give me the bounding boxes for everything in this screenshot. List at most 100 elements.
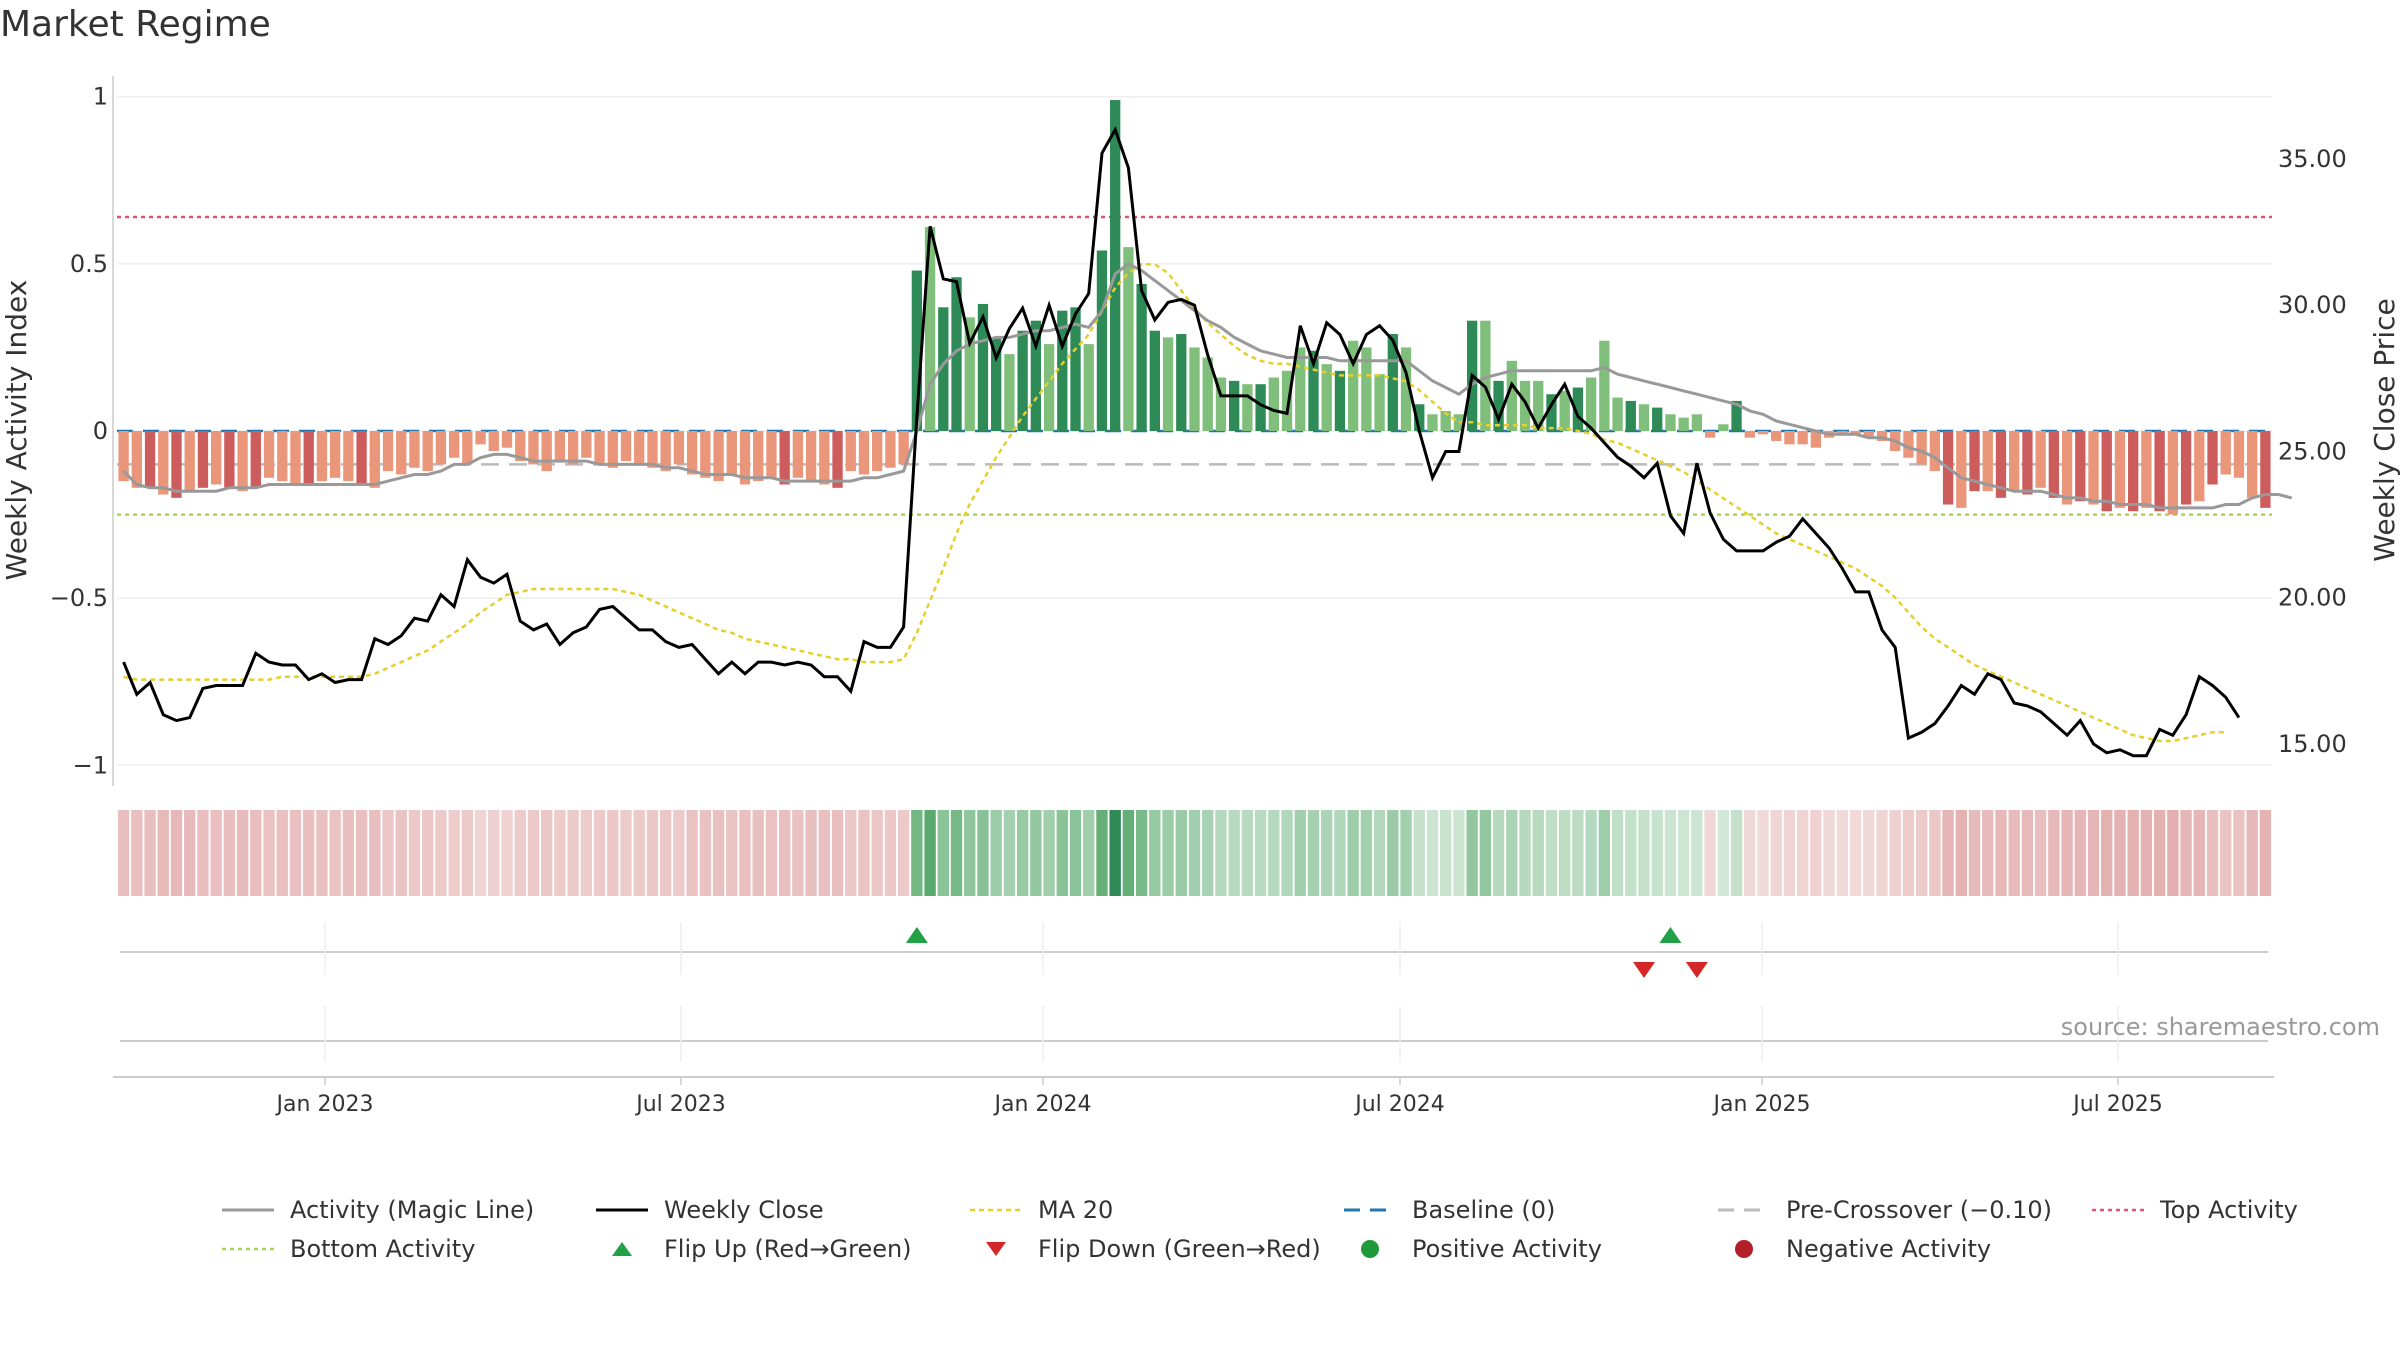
- heat-cell: [1717, 810, 1730, 896]
- heat-cell: [686, 810, 698, 896]
- activity-bar: [938, 307, 949, 431]
- activity-bar: [726, 431, 737, 475]
- activity-bar: [2061, 431, 2073, 505]
- activity-bar: [1215, 377, 1227, 431]
- activity-bar: [158, 431, 169, 495]
- activity-bar: [1308, 350, 1319, 431]
- activity-bar: [2048, 431, 2060, 498]
- heat-cell: [937, 810, 949, 896]
- activity-bar: [2207, 431, 2218, 485]
- heat-cell: [369, 810, 381, 896]
- heat-cell: [884, 810, 897, 896]
- heat-cell: [1995, 810, 2007, 896]
- activity-bar: [647, 431, 658, 468]
- heat-cell: [303, 810, 315, 896]
- heat-cell: [1598, 810, 1611, 896]
- heat-cell: [2021, 810, 2034, 896]
- heat-cell: [805, 810, 817, 896]
- activity-bar: [422, 431, 433, 472]
- activity-bar: [528, 431, 539, 465]
- activity-bar: [1585, 377, 1597, 431]
- heat-cell: [501, 810, 513, 896]
- heat-cell: [778, 810, 791, 896]
- heat-cell: [1558, 810, 1571, 896]
- activity-bar: [1678, 417, 1689, 431]
- heat-cell: [1466, 810, 1478, 896]
- activity-bar: [885, 431, 896, 468]
- activity-bar: [1533, 380, 1544, 431]
- y-left-tick-label: −0.5: [50, 584, 108, 612]
- activity-bar: [660, 431, 671, 472]
- heat-cell: [977, 810, 989, 896]
- activity-bar: [303, 431, 314, 485]
- heat-cell: [1757, 810, 1769, 896]
- heat-cell: [1942, 810, 1954, 896]
- heat-cell: [1638, 810, 1650, 896]
- heat-cell: [924, 810, 936, 896]
- ma20-line: [123, 263, 2226, 743]
- heat-cell: [1016, 810, 1029, 896]
- activity-bar: [2088, 431, 2099, 505]
- activity-bar: [686, 431, 698, 475]
- x-tick-label: Jul 2023: [634, 1092, 726, 1117]
- activity-bar: [382, 431, 394, 472]
- activity-bar: [1123, 247, 1134, 431]
- activity-bar: [1493, 380, 1504, 431]
- activity-bar: [1162, 337, 1174, 431]
- activity-bar: [2194, 431, 2205, 502]
- heat-cell: [514, 810, 526, 896]
- activity-bar: [1612, 397, 1623, 431]
- heat-cell: [1876, 810, 1888, 896]
- heat-cell: [1360, 810, 1373, 896]
- heat-cell: [1215, 810, 1227, 896]
- y-left-tick-label: 1: [93, 83, 108, 111]
- heat-cell: [739, 810, 751, 896]
- activity-bar: [1982, 431, 1993, 492]
- activity-bar: [713, 431, 724, 482]
- heat-cell: [289, 810, 302, 896]
- activity-bar: [1334, 370, 1346, 431]
- activity-bar: [634, 431, 645, 465]
- activity-bar: [911, 270, 923, 431]
- heat-cell: [845, 810, 857, 896]
- activity-bar: [1374, 374, 1385, 431]
- activity-bar: [488, 431, 499, 452]
- activity-bar: [1361, 347, 1372, 431]
- activity-bar: [779, 431, 790, 485]
- activity-bar: [2167, 431, 2178, 515]
- heat-cell: [593, 810, 606, 896]
- activity-bar: [1916, 431, 1927, 465]
- activity-bar: [184, 431, 195, 492]
- heat-cell: [461, 810, 474, 896]
- activity-bar: [805, 431, 817, 482]
- activity-bar: [1440, 410, 1451, 431]
- activity-bar: [2154, 431, 2165, 512]
- heat-cell: [1228, 810, 1240, 896]
- heat-cell: [276, 810, 288, 896]
- heat-cell: [527, 810, 540, 896]
- heat-cell: [197, 810, 209, 896]
- activity-bar: [567, 431, 579, 465]
- heat-cell: [1109, 810, 1121, 896]
- activity-bar: [2220, 431, 2231, 475]
- heat-cell: [1651, 810, 1663, 896]
- activity-bar: [1837, 431, 1848, 435]
- x-tick-label: Jan 2024: [993, 1092, 1092, 1117]
- heat-cell: [540, 810, 553, 896]
- heat-cell: [1849, 810, 1862, 896]
- heat-cell: [448, 810, 460, 896]
- heat-cell: [2246, 810, 2258, 896]
- activity-bar: [1876, 431, 1888, 442]
- heat-cell: [2153, 810, 2166, 896]
- heat-cell: [1968, 810, 1981, 896]
- activity-bar: [1321, 364, 1332, 431]
- activity-bar: [2075, 431, 2086, 502]
- heat-cell: [1823, 810, 1835, 896]
- heat-cell: [184, 810, 196, 896]
- y-left-axis-label: Weekly Activity Index: [0, 280, 33, 581]
- heat-cell: [792, 810, 804, 896]
- heat-cell: [210, 810, 222, 896]
- heat-cell: [1677, 810, 1690, 896]
- heat-cell: [673, 810, 685, 896]
- heat-cell: [1902, 810, 1915, 896]
